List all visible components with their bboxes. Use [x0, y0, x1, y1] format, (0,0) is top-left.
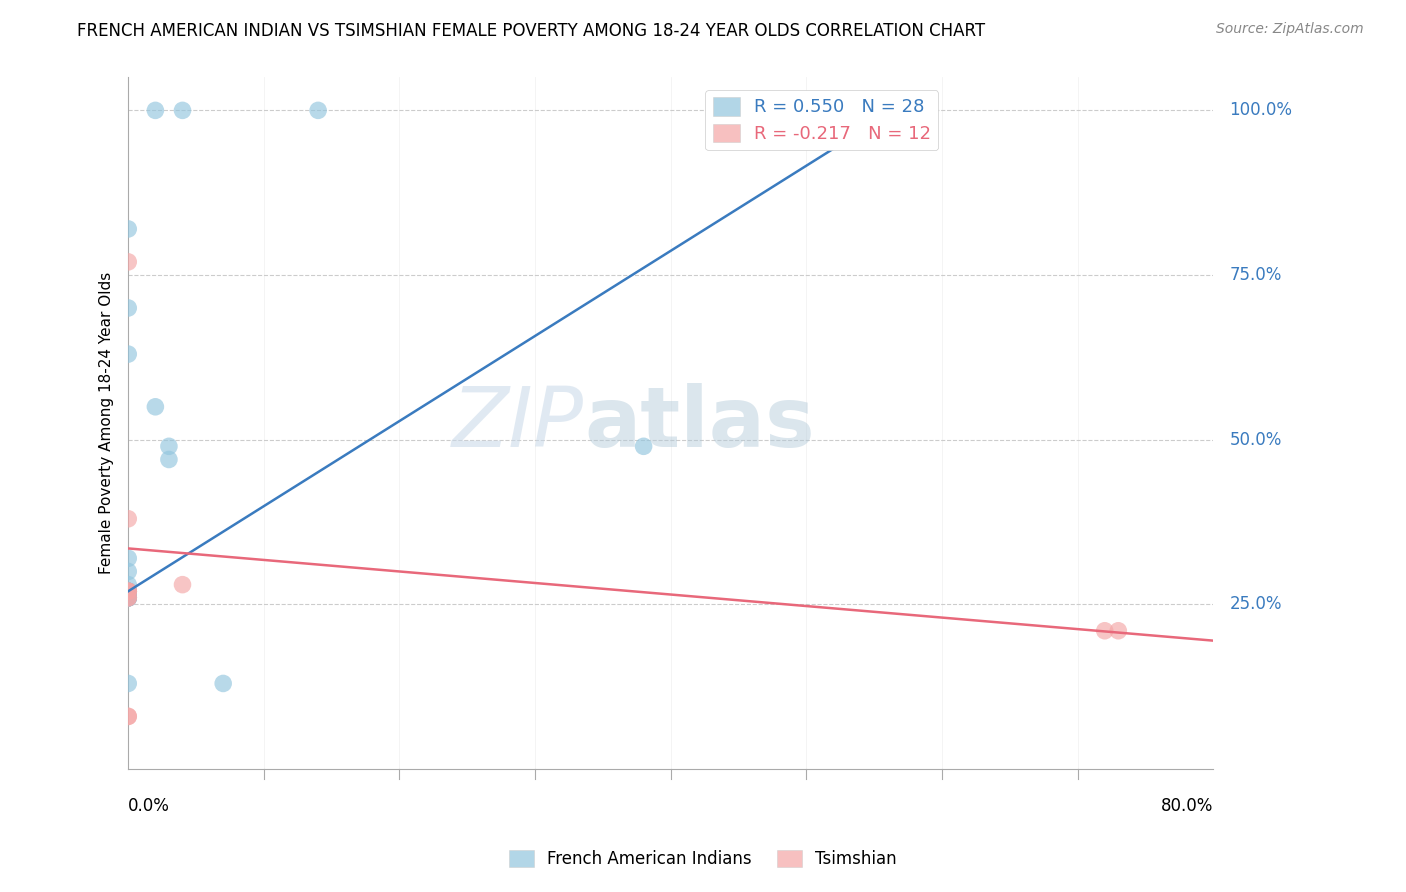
Point: [212, 676, 235, 690]
Point: [117, 584, 139, 599]
Point: [1094, 624, 1116, 638]
Point: [157, 439, 180, 453]
Point: [117, 584, 139, 599]
Point: [1107, 624, 1129, 638]
Point: [117, 301, 139, 315]
Point: [117, 512, 139, 526]
Point: [117, 591, 139, 605]
Point: [117, 584, 139, 599]
Point: [117, 584, 139, 599]
Point: [117, 584, 139, 599]
Point: [172, 103, 194, 118]
Point: [172, 577, 194, 591]
Point: [117, 676, 139, 690]
Point: [117, 565, 139, 579]
Point: [117, 709, 139, 723]
Point: [145, 103, 167, 118]
Point: [117, 584, 139, 599]
Point: [307, 103, 329, 118]
Point: [117, 222, 139, 236]
Legend: R = 0.550   N = 28, R = -0.217   N = 12: R = 0.550 N = 28, R = -0.217 N = 12: [706, 90, 938, 150]
Point: [117, 551, 139, 566]
Point: [117, 591, 139, 605]
Legend: French American Indians, Tsimshian: French American Indians, Tsimshian: [502, 843, 904, 875]
Point: [117, 584, 139, 599]
Text: 0.0%: 0.0%: [128, 797, 170, 814]
Text: 50.0%: 50.0%: [1229, 431, 1282, 449]
Point: [117, 255, 139, 269]
Point: [633, 439, 655, 453]
Text: FRENCH AMERICAN INDIAN VS TSIMSHIAN FEMALE POVERTY AMONG 18-24 YEAR OLDS CORRELA: FRENCH AMERICAN INDIAN VS TSIMSHIAN FEMA…: [77, 22, 986, 40]
Text: 25.0%: 25.0%: [1229, 595, 1282, 614]
Point: [117, 591, 139, 605]
Point: [117, 591, 139, 605]
Point: [117, 591, 139, 605]
Text: ZIP: ZIP: [451, 383, 583, 464]
Text: 75.0%: 75.0%: [1229, 266, 1282, 284]
Y-axis label: Female Poverty Among 18-24 Year Olds: Female Poverty Among 18-24 Year Olds: [100, 272, 114, 574]
Text: atlas: atlas: [583, 383, 814, 464]
Point: [157, 452, 180, 467]
Point: [117, 709, 139, 723]
Text: 80.0%: 80.0%: [1161, 797, 1213, 814]
Point: [117, 591, 139, 605]
Point: [117, 577, 139, 591]
Text: 100.0%: 100.0%: [1229, 102, 1292, 120]
Point: [117, 591, 139, 605]
Point: [117, 591, 139, 605]
Point: [117, 347, 139, 361]
Text: Source: ZipAtlas.com: Source: ZipAtlas.com: [1216, 22, 1364, 37]
Point: [145, 400, 167, 414]
Point: [117, 584, 139, 599]
Point: [117, 584, 139, 599]
Point: [117, 591, 139, 605]
